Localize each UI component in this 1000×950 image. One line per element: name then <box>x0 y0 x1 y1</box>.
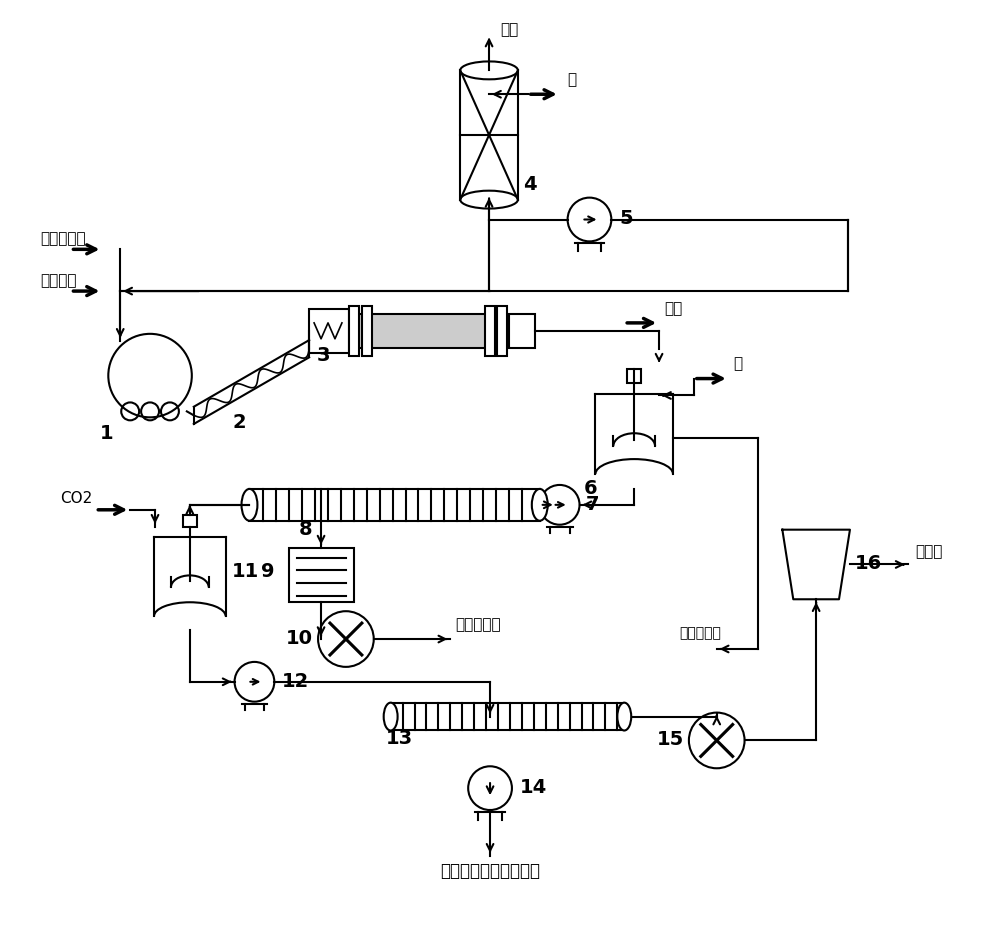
Text: 8: 8 <box>299 520 313 539</box>
Text: 3: 3 <box>316 346 330 365</box>
Text: 5: 5 <box>619 209 633 228</box>
Bar <box>183 515 197 526</box>
Bar <box>309 309 349 352</box>
Text: 10: 10 <box>286 629 313 648</box>
Bar <box>249 489 540 521</box>
Bar <box>289 547 354 602</box>
Bar <box>497 306 507 355</box>
Bar <box>349 306 359 355</box>
Text: 9: 9 <box>261 562 275 581</box>
Bar <box>509 314 535 348</box>
Ellipse shape <box>460 62 518 80</box>
Text: 14: 14 <box>520 778 547 797</box>
Bar <box>362 306 372 355</box>
Text: 15: 15 <box>657 731 684 750</box>
Text: 补充碳酸钠: 补充碳酸钠 <box>41 232 86 246</box>
Ellipse shape <box>384 703 398 731</box>
Text: 放空: 放空 <box>500 23 518 38</box>
Bar <box>485 306 495 355</box>
Text: CO2: CO2 <box>61 491 93 505</box>
Text: 4: 4 <box>523 175 536 194</box>
Text: 再生抛光粉: 再生抛光粉 <box>455 618 501 632</box>
Text: 水: 水 <box>568 72 577 87</box>
Text: 2: 2 <box>233 413 246 432</box>
Ellipse shape <box>460 191 518 209</box>
Text: 氧化铝与氧化硅混合物: 氧化铝与氧化硅混合物 <box>440 862 540 880</box>
Text: 燃料: 燃料 <box>664 301 682 316</box>
Text: 碳酸钠: 碳酸钠 <box>916 544 943 560</box>
Ellipse shape <box>617 703 631 731</box>
Ellipse shape <box>242 489 257 521</box>
Text: 蒸汽冷凝液: 蒸汽冷凝液 <box>679 626 721 640</box>
Ellipse shape <box>532 489 548 521</box>
Bar <box>627 369 641 383</box>
Text: 废抛光粉: 废抛光粉 <box>41 273 77 288</box>
Text: 1: 1 <box>100 425 113 444</box>
Bar <box>391 703 624 731</box>
Bar <box>460 70 518 200</box>
Bar <box>349 314 505 348</box>
Text: 6: 6 <box>584 479 597 498</box>
Text: 16: 16 <box>855 555 882 574</box>
Text: 13: 13 <box>386 730 413 749</box>
Text: 11: 11 <box>232 562 259 581</box>
Text: 水: 水 <box>734 356 743 371</box>
Text: 7: 7 <box>585 495 599 514</box>
Text: 12: 12 <box>282 672 310 691</box>
